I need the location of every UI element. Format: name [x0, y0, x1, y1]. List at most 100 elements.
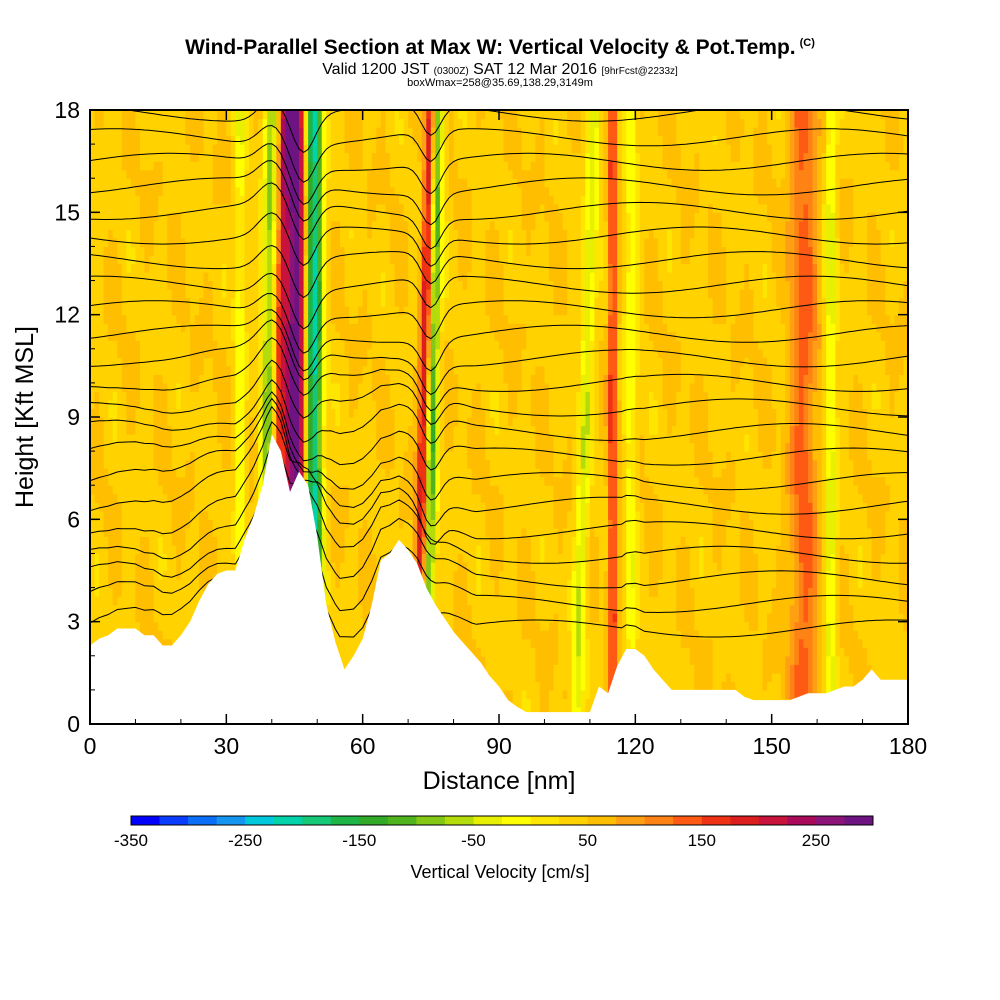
- velocity-cell: [130, 587, 137, 597]
- velocity-cell: [399, 118, 405, 128]
- velocity-cell: [158, 425, 164, 435]
- velocity-cell: [230, 237, 237, 248]
- velocity-cell: [344, 169, 350, 179]
- velocity-cell: [149, 203, 155, 213]
- velocity-cell: [199, 118, 205, 128]
- velocity-cell: [176, 289, 182, 299]
- velocity-cell: [235, 476, 241, 486]
- velocity-cell: [308, 348, 314, 358]
- velocity-cell: [385, 408, 391, 418]
- velocity-cell: [339, 493, 346, 503]
- velocity-cell: [358, 237, 364, 248]
- velocity-cell: [158, 519, 164, 529]
- velocity-cell: [162, 152, 168, 162]
- velocity-cell: [330, 408, 336, 418]
- velocity-cell: [189, 220, 196, 230]
- velocity-cell: [180, 254, 187, 265]
- velocity-cell: [185, 195, 191, 205]
- velocity-cell: [353, 110, 359, 120]
- velocity-cell: [362, 434, 368, 444]
- velocity-cell: [294, 331, 300, 341]
- velocity-cell: [235, 186, 241, 196]
- velocity-cell: [371, 451, 377, 461]
- velocity-cell: [358, 570, 364, 580]
- velocity-cell: [271, 417, 277, 427]
- velocity-cell: [130, 118, 137, 128]
- velocity-cell: [230, 289, 237, 299]
- velocity-cell: [185, 434, 191, 444]
- velocity-cell: [308, 152, 314, 162]
- velocity-cell: [135, 502, 141, 512]
- velocity-cell: [149, 152, 155, 162]
- velocity-cell: [317, 340, 323, 350]
- velocity-cell: [271, 161, 277, 171]
- velocity-cell: [312, 110, 318, 120]
- velocity-cell: [303, 434, 309, 444]
- velocity-cell: [349, 331, 355, 341]
- velocity-cell: [185, 212, 191, 222]
- velocity-cell: [144, 442, 150, 452]
- velocity-cell: [294, 272, 300, 282]
- velocity-cell: [308, 237, 314, 248]
- velocity-cell: [203, 348, 209, 358]
- velocity-cell: [167, 536, 173, 546]
- velocity-cell: [267, 110, 273, 120]
- velocity-cell: [271, 127, 277, 137]
- velocity-cell: [171, 203, 177, 213]
- velocity-cell: [353, 297, 359, 307]
- velocity-cell: [121, 510, 127, 520]
- velocity-cell: [112, 144, 118, 154]
- velocity-cell: [149, 323, 155, 333]
- velocity-cell: [199, 110, 205, 120]
- velocity-cell: [208, 272, 214, 282]
- velocity-cell: [358, 604, 364, 614]
- velocity-cell: [244, 468, 250, 478]
- velocity-cell: [185, 178, 191, 188]
- velocity-cell: [99, 135, 105, 145]
- velocity-cell: [289, 169, 296, 179]
- velocity-cell: [217, 502, 223, 512]
- velocity-cell: [158, 527, 164, 537]
- velocity-cell: [144, 297, 150, 307]
- velocity-cell: [380, 306, 386, 316]
- velocity-cell: [285, 357, 291, 367]
- velocity-cell: [203, 135, 209, 145]
- velocity-cell: [299, 425, 305, 435]
- velocity-cell: [249, 323, 255, 333]
- velocity-cell: [289, 399, 296, 410]
- velocity-cell: [385, 442, 391, 452]
- velocity-cell: [280, 391, 287, 401]
- velocity-cell: [299, 229, 305, 239]
- velocity-cell: [108, 561, 114, 572]
- velocity-cell: [108, 348, 114, 358]
- velocity-cell: [249, 229, 255, 239]
- velocity-cell: [312, 169, 318, 179]
- velocity-cell: [312, 468, 318, 478]
- velocity-cell: [90, 596, 96, 606]
- velocity-cell: [94, 493, 100, 503]
- velocity-cell: [376, 212, 382, 222]
- velocity-cell: [162, 297, 168, 307]
- velocity-cell: [321, 220, 327, 230]
- velocity-cell: [176, 365, 182, 375]
- velocity-cell: [149, 144, 155, 154]
- velocity-cell: [262, 127, 268, 137]
- velocity-cell: [130, 323, 137, 333]
- velocity-cell: [339, 118, 346, 128]
- velocity-cell: [208, 365, 214, 375]
- velocity-cell: [139, 502, 146, 512]
- velocity-cell: [380, 127, 386, 137]
- velocity-cell: [176, 451, 182, 461]
- velocity-cell: [321, 536, 327, 546]
- velocity-cell: [167, 357, 173, 367]
- velocity-cell: [139, 280, 146, 290]
- velocity-cell: [130, 365, 137, 375]
- velocity-cell: [380, 408, 386, 418]
- velocity-cell: [126, 442, 132, 452]
- velocity-cell: [244, 272, 250, 282]
- velocity-cell: [294, 442, 300, 452]
- velocity-cell: [326, 459, 332, 469]
- velocity-cell: [312, 340, 318, 350]
- velocity-cell: [217, 306, 223, 316]
- velocity-cell: [176, 340, 182, 350]
